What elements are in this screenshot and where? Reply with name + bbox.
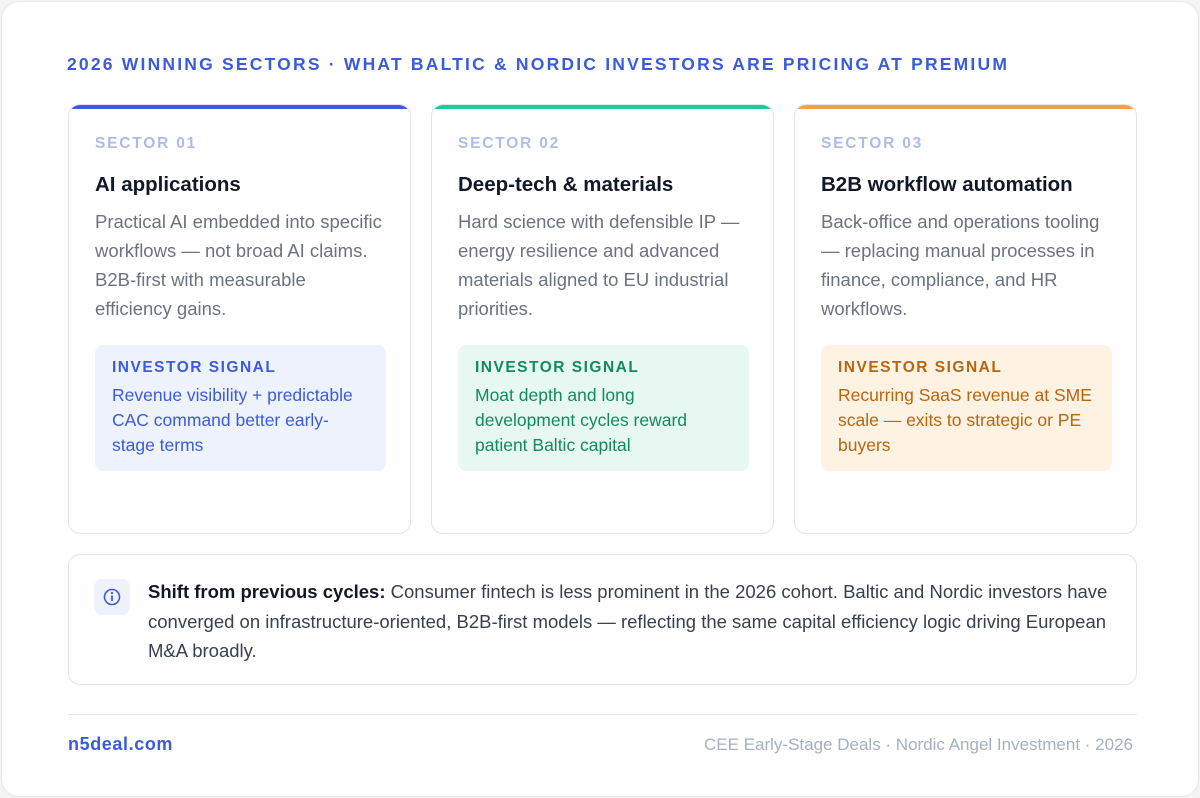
info-icon-graphic [103,588,121,606]
sector-label: SECTOR 02 [458,135,561,152]
sector-title: B2B workflow automation [821,173,1073,196]
signal-label: INVESTOR SIGNAL [112,359,277,376]
title: 2026 WINNING SECTORS · WHAT BALTIC & NOR… [67,54,1010,74]
sector-body: Practical AI embedded into specific work… [95,211,382,319]
sector-label: SECTOR 01 [95,135,198,152]
sector-body: Hard science with defensible IP — energy… [458,211,740,319]
note-box: Shift from previous cycles: Consumer fin… [68,554,1137,685]
sector-label: SECTOR 03 [821,135,924,152]
sector-card: SECTOR 03 B2B workflow automation Back-o… [794,104,1137,534]
note-body: Consumer fintech is less prominent in th… [148,581,1108,661]
sector-title: AI applications [95,173,241,196]
signal-box: INVESTOR SIGNAL Revenue visibility + pre… [95,345,386,471]
footer-meta: CEE Early-Stage Deals · Nordic Angel Inv… [704,735,1133,754]
info-icon [94,579,130,615]
sector-card: SECTOR 02 Deep-tech & materials Hard sci… [431,104,774,534]
sector-card: SECTOR 01 AI applications Practical AI e… [68,104,411,534]
signal-text: Moat depth and long development cycles r… [475,385,688,455]
divider [68,714,1137,715]
sector-body: Back-office and operations tooling — rep… [821,211,1100,319]
signal-label: INVESTOR SIGNAL [838,359,1003,376]
sector-title: Deep-tech & materials [458,173,674,196]
signal-box: INVESTOR SIGNAL Recurring SaaS revenue a… [821,345,1112,471]
note-lead: Shift from previous cycles: [148,581,386,602]
signal-text: Recurring SaaS revenue at SME scale — ex… [838,385,1092,455]
footer-site[interactable]: n5deal.com [68,734,174,754]
signal-box: INVESTOR SIGNAL Moat depth and long deve… [458,345,749,471]
signal-text: Revenue visibility + predictable CAC com… [112,385,353,455]
note-text: Shift from previous cycles: Consumer fin… [148,577,1118,666]
signal-label: INVESTOR SIGNAL [475,359,640,376]
